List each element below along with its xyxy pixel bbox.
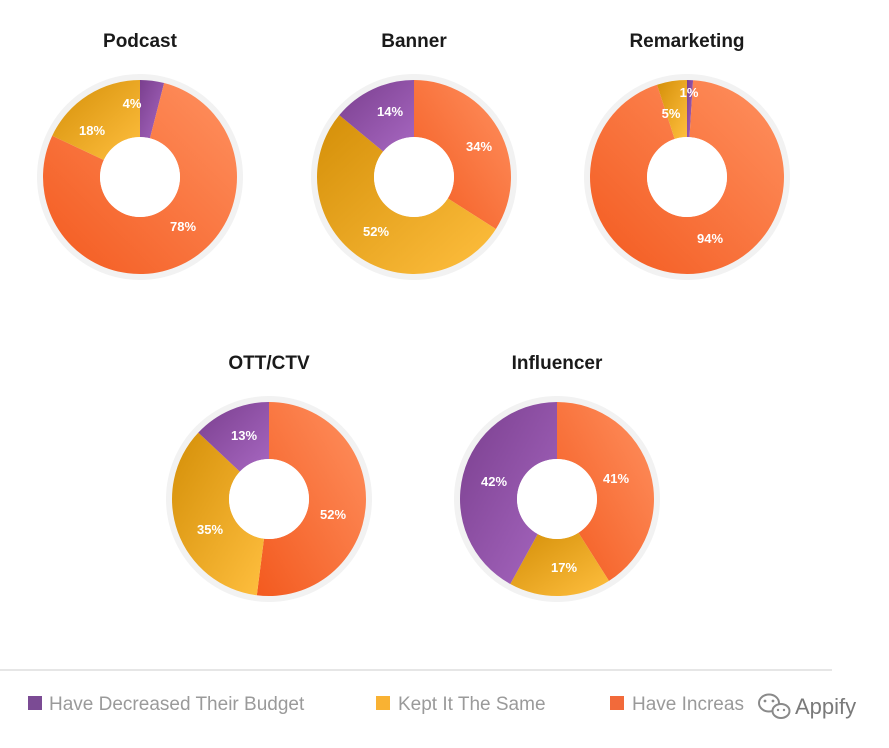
- slice-label-influencer-same: 17%: [551, 560, 577, 575]
- slice-influencer-increased: [557, 402, 654, 581]
- donut-chart-ott-ctv: OTT/CTV 52% 35% 13%: [166, 353, 372, 602]
- chart-title-banner: Banner: [381, 31, 447, 52]
- donut-hole-influencer: [517, 459, 597, 539]
- legend-swatch-same: [376, 696, 390, 710]
- donut-chart-podcast: Podcast 4% 78% 18%: [37, 31, 243, 280]
- legend-item-same: Kept It The Same: [376, 694, 546, 715]
- donut-labels-ott-ctv: 52% 35% 13%: [197, 428, 346, 537]
- donut-chart-influencer: Influencer 41% 17% 42%: [454, 353, 660, 602]
- slice-label-banner-same: 52%: [363, 224, 389, 239]
- slice-label-ott-ctv-same: 35%: [197, 522, 223, 537]
- donut-hole-podcast: [100, 137, 180, 217]
- slice-label-banner-decreased: 14%: [377, 104, 403, 119]
- slice-influencer-decreased: [459, 402, 557, 585]
- slice-ott-ctv-increased: [256, 402, 367, 596]
- slice-podcast-same: [52, 80, 140, 160]
- donut-slices-ott-ctv: [172, 402, 367, 596]
- legend-label-same: Kept It The Same: [398, 694, 546, 715]
- slice-label-remarketing-decreased: 1%: [680, 85, 699, 100]
- donut-chart-remarketing: Remarketing 1% 94% 5%: [584, 31, 790, 280]
- slice-label-ott-ctv-increased: 52%: [320, 507, 346, 522]
- donut-labels-banner: 34% 52% 14%: [363, 104, 492, 239]
- slice-banner-same: [316, 115, 496, 275]
- slice-label-podcast-same: 18%: [79, 123, 105, 138]
- donut-labels-influencer: 41% 17% 42%: [481, 471, 629, 575]
- watermark: Appify: [758, 693, 856, 719]
- donut-labels-remarketing: 1% 94% 5%: [662, 85, 724, 246]
- slice-ott-ctv-same: [172, 432, 264, 596]
- legend-label-increased: Have Increas: [632, 694, 744, 715]
- slice-banner-increased: [414, 80, 511, 229]
- slice-label-influencer-decreased: 42%: [481, 474, 507, 489]
- donut-slices-influencer: [459, 402, 654, 596]
- slice-influencer-same: [510, 532, 609, 596]
- slice-label-podcast-increased: 78%: [170, 219, 196, 234]
- chart-title-remarketing: Remarketing: [629, 31, 744, 52]
- chart-title-influencer: Influencer: [512, 353, 603, 374]
- chart-title-podcast: Podcast: [103, 31, 178, 52]
- legend-item-decreased: Have Decreased Their Budget: [28, 694, 305, 715]
- slice-label-remarketing-increased: 94%: [697, 231, 723, 246]
- slice-remarketing-decreased: [687, 80, 694, 138]
- watermark-text: Appify: [795, 694, 856, 719]
- donut-slices-podcast: [42, 80, 237, 275]
- slice-label-remarketing-same: 5%: [662, 106, 681, 121]
- slice-label-podcast-decreased: 4%: [123, 96, 142, 111]
- donut-slices-remarketing: [589, 80, 784, 274]
- donut-chart-banner: Banner 34% 52% 14%: [311, 31, 517, 280]
- slice-remarketing-increased: [589, 80, 784, 274]
- donut-hole-ott-ctv: [229, 459, 309, 539]
- legend-label-decreased: Have Decreased Their Budget: [49, 694, 305, 715]
- slice-podcast-decreased: [140, 80, 165, 139]
- legend: Have Decreased Their Budget Kept It The …: [28, 694, 744, 715]
- legend-item-increased: Have Increas: [610, 694, 744, 715]
- slice-podcast-increased: [42, 83, 237, 275]
- donut-labels-podcast: 4% 78% 18%: [79, 96, 196, 234]
- slice-label-influencer-increased: 41%: [603, 471, 629, 486]
- chart-title-ott-ctv: OTT/CTV: [228, 353, 310, 374]
- legend-swatch-decreased: [28, 696, 42, 710]
- slice-ott-ctv-decreased: [198, 402, 269, 472]
- donut-hole-banner: [374, 137, 454, 217]
- slice-remarketing-same: [657, 80, 687, 139]
- wechat-icon: [758, 693, 791, 719]
- donut-slices-banner: [316, 80, 511, 275]
- slice-banner-decreased: [339, 80, 414, 152]
- donut-hole-remarketing: [647, 137, 727, 217]
- slice-label-banner-increased: 34%: [466, 139, 492, 154]
- legend-swatch-increased: [610, 696, 624, 710]
- slice-label-ott-ctv-decreased: 13%: [231, 428, 257, 443]
